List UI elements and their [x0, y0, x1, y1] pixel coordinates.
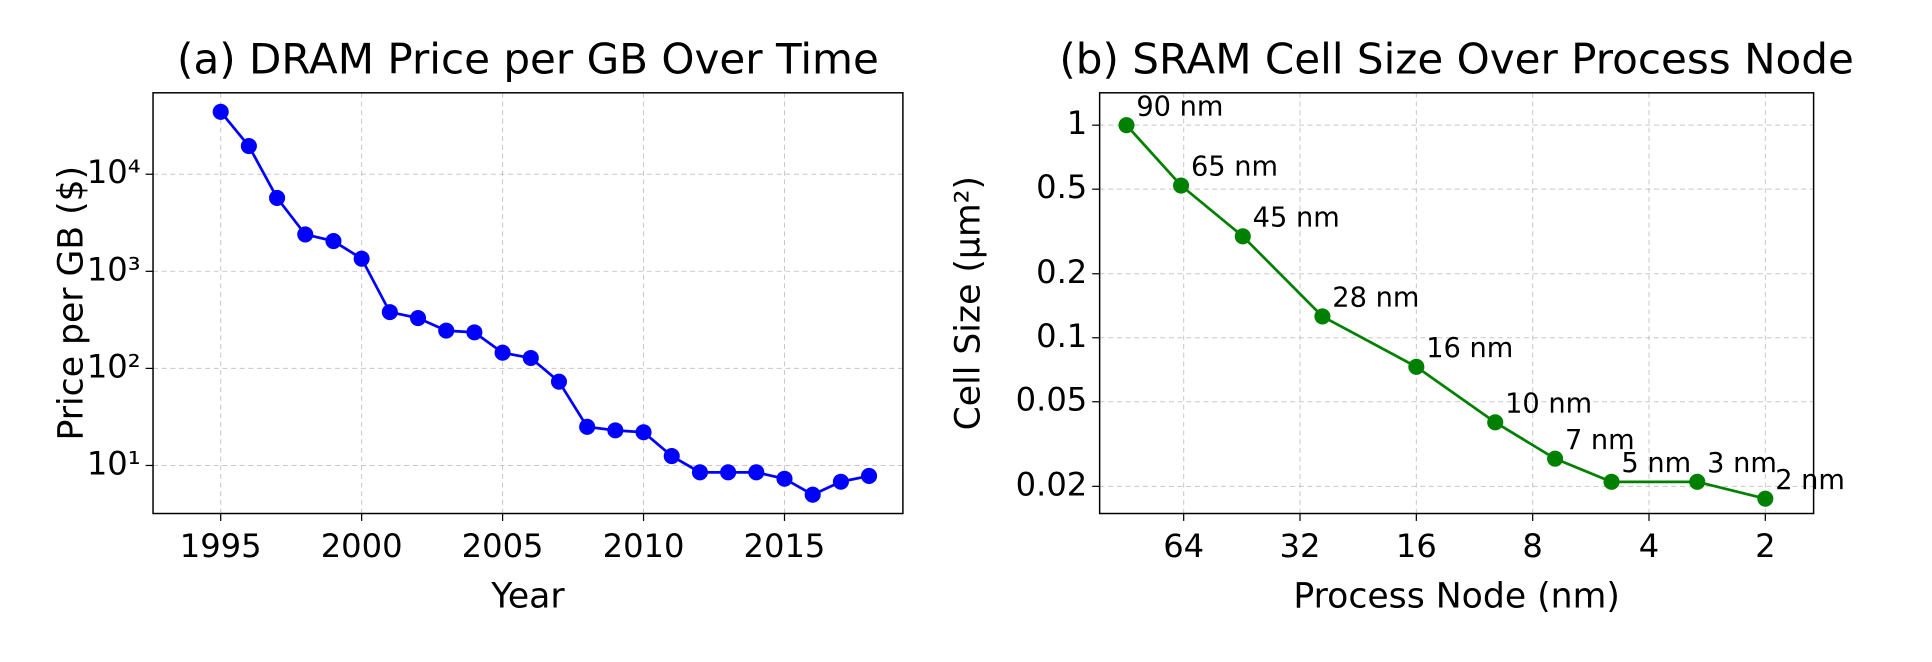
data-point — [438, 322, 455, 339]
data-point — [494, 344, 511, 361]
data-point — [832, 473, 849, 490]
point-annotation: 2 nm — [1775, 465, 1845, 496]
data-point — [1408, 358, 1425, 375]
data-point — [269, 189, 286, 206]
data-point — [1757, 490, 1774, 507]
x-tick-label: 1995 — [180, 527, 262, 565]
y-tick-label: 0.02 — [1016, 465, 1088, 503]
data-point — [861, 467, 878, 484]
data-point — [409, 310, 427, 327]
y-tick-label: 0.05 — [1016, 381, 1088, 419]
x-tick-label: 32 — [1280, 527, 1321, 565]
data-point — [748, 464, 765, 481]
data-point — [691, 464, 708, 481]
data-point — [240, 138, 257, 155]
series-line — [1125, 124, 1766, 500]
data-point — [663, 448, 680, 465]
y-tick-label: 10¹ — [87, 444, 141, 482]
x-axis-label: Process Node (nm) — [1293, 577, 1619, 617]
data-point — [1487, 414, 1504, 431]
data-point — [720, 464, 737, 481]
x-tick-label: 2005 — [462, 527, 544, 565]
data-point — [1603, 473, 1620, 490]
point-annotation: 65 nm — [1191, 152, 1278, 183]
x-tick-label: 2000 — [321, 527, 403, 565]
y-tick-label: 0.1 — [1036, 317, 1087, 355]
x-tick-label: 2015 — [744, 527, 826, 565]
x-tick-label: 2010 — [603, 527, 685, 565]
data-point — [1118, 117, 1135, 134]
x-tick-label: 64 — [1163, 527, 1204, 565]
series-line — [219, 110, 870, 497]
point-annotation: 7 nm — [1565, 425, 1635, 456]
data-point — [1547, 450, 1564, 467]
y-tick-label: 0.5 — [1036, 168, 1087, 206]
point-annotation: 3 nm — [1707, 448, 1777, 479]
plot-frame — [152, 92, 904, 515]
x-tick-label: 8 — [1522, 527, 1542, 565]
x-tick-label: 2 — [1755, 527, 1775, 565]
data-point — [804, 486, 821, 503]
data-point — [607, 422, 624, 439]
data-point — [522, 349, 539, 367]
y-tick-label: 10⁴ — [87, 153, 141, 191]
data-point — [635, 424, 652, 441]
point-annotation: 5 nm — [1621, 448, 1691, 479]
data-point — [550, 373, 568, 390]
plot-frame — [1098, 92, 1815, 515]
data-point — [325, 233, 342, 250]
y-axis-label: Cell Size (µm²) — [949, 176, 989, 430]
data-point — [1234, 228, 1251, 245]
x-tick-label: 4 — [1639, 527, 1659, 565]
point-annotation: 28 nm — [1332, 283, 1419, 314]
data-point — [1173, 177, 1190, 194]
point-annotation: 45 nm — [1253, 203, 1340, 234]
data-point — [776, 470, 793, 487]
data-point — [381, 304, 398, 321]
x-axis-label: Year — [490, 577, 565, 617]
data-point — [353, 250, 370, 267]
y-tick-label: 0.2 — [1036, 253, 1087, 291]
data-point — [1314, 308, 1331, 325]
data-point — [579, 418, 596, 435]
x-tick-label: 16 — [1396, 527, 1437, 565]
y-axis-label: Price per GB ($) — [52, 166, 92, 441]
chart-title: (b) SRAM Cell Size Over Process Node — [1059, 34, 1854, 83]
data-point — [1689, 473, 1706, 490]
chart-title: (a) DRAM Price per GB Over Time — [177, 34, 879, 83]
data-point — [466, 324, 483, 341]
data-point — [212, 103, 229, 120]
y-tick-label: 10² — [87, 347, 141, 385]
y-tick-label: 1 — [1067, 104, 1087, 142]
point-annotation: 90 nm — [1136, 91, 1223, 122]
y-tick-label: 10³ — [87, 250, 141, 288]
data-point — [297, 226, 314, 243]
point-annotation: 16 nm — [1426, 333, 1513, 364]
point-annotation: 10 nm — [1505, 389, 1592, 420]
